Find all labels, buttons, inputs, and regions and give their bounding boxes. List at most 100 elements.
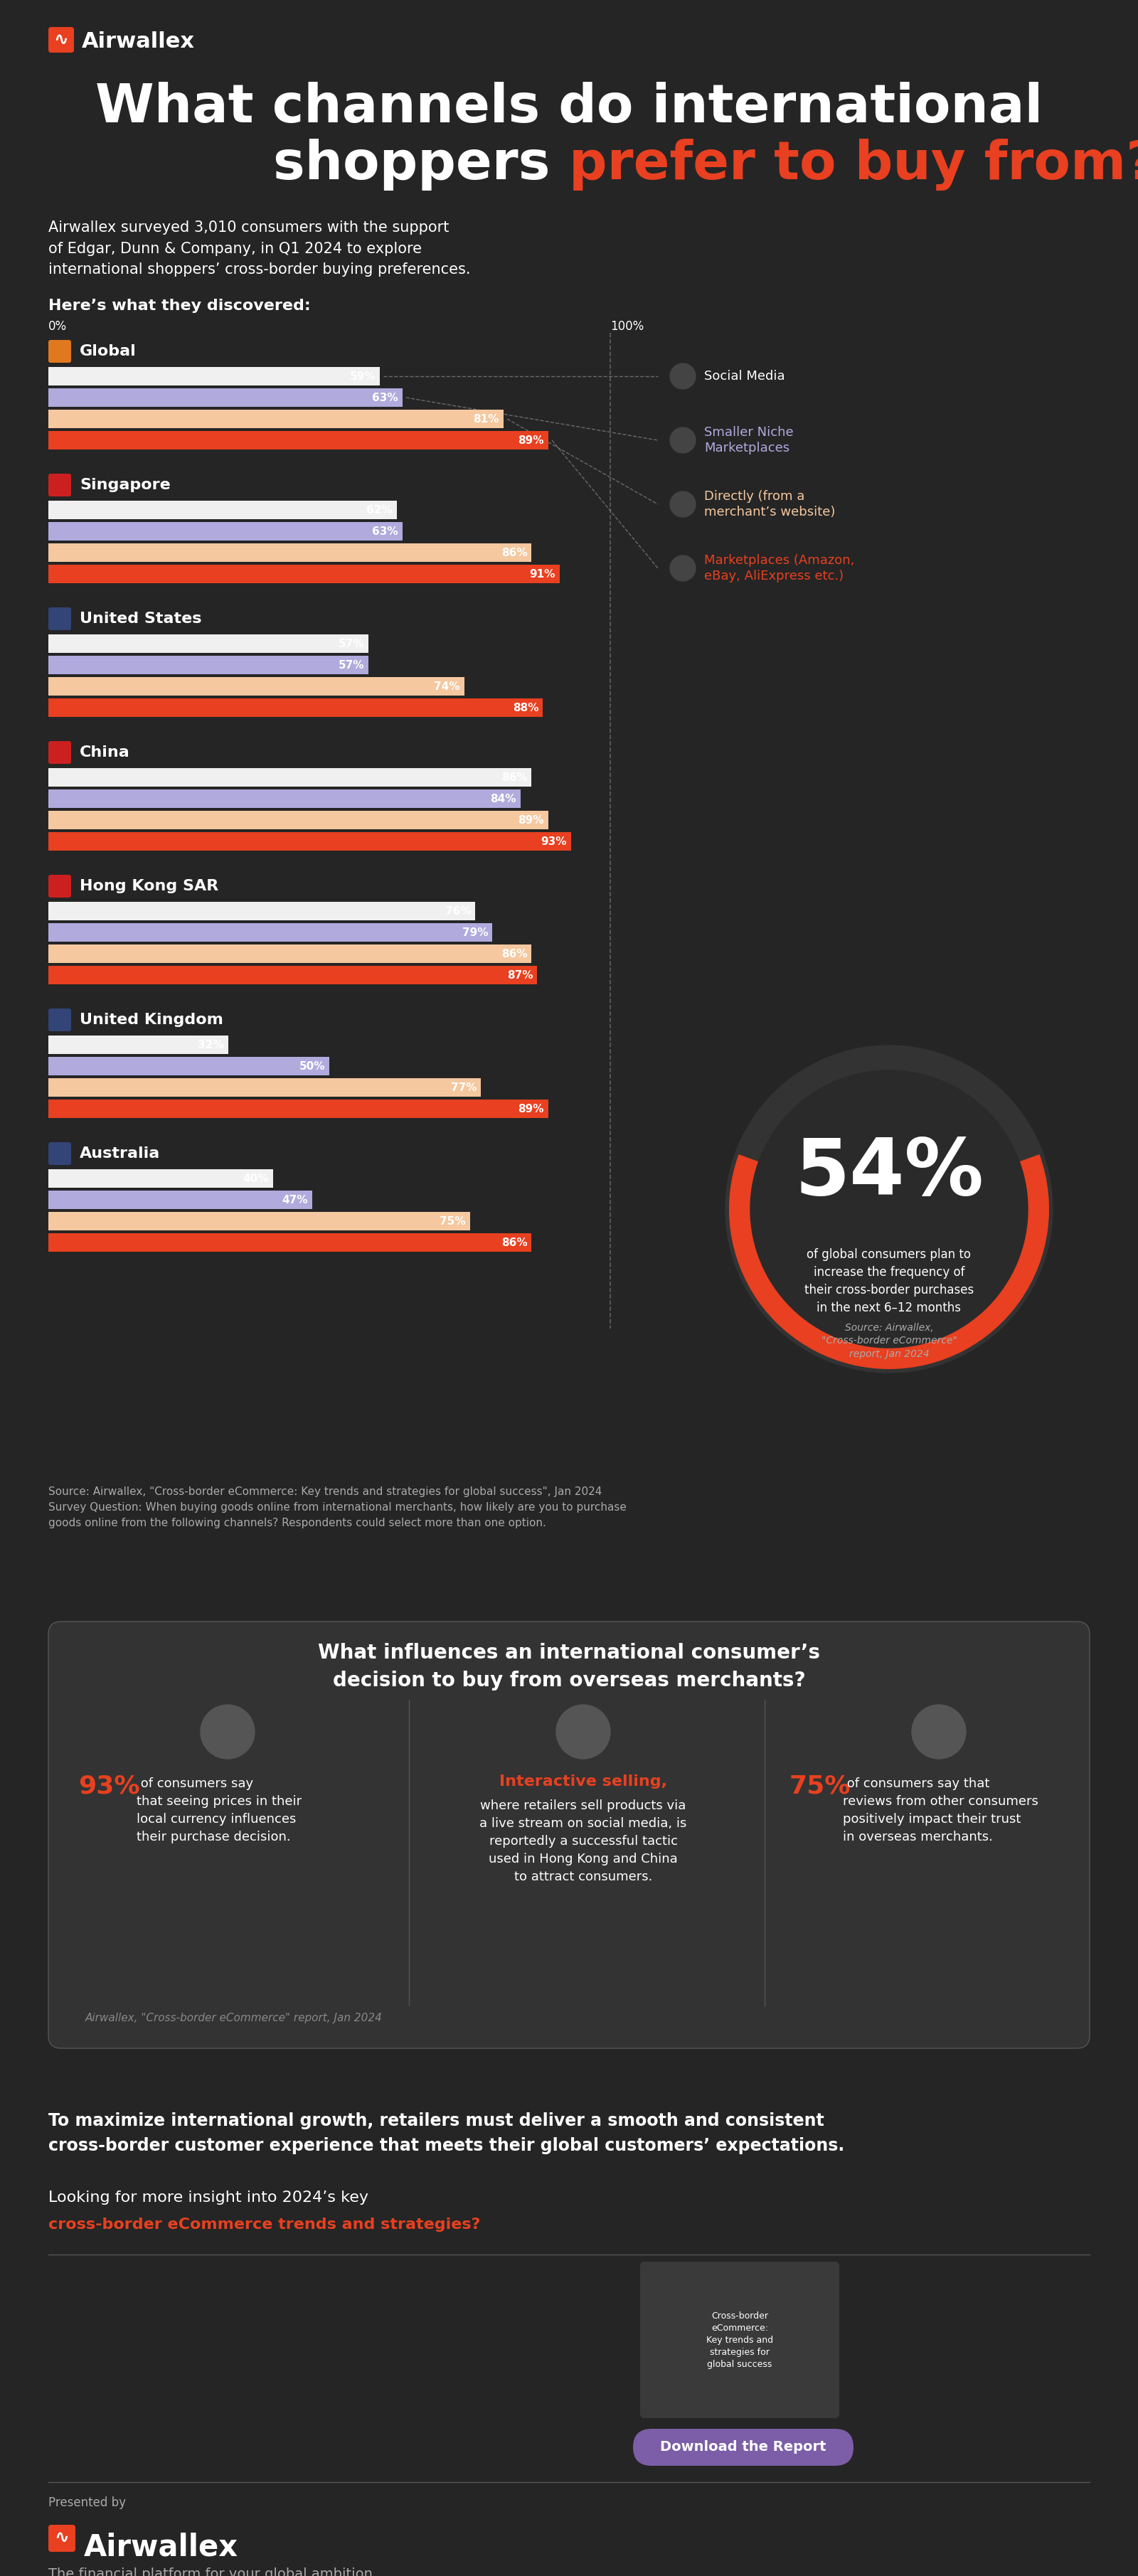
Bar — [48, 1036, 228, 1054]
Text: of consumers say
that seeing prices in their
local currency influences
their pur: of consumers say that seeing prices in t… — [137, 1777, 302, 1844]
Bar — [48, 410, 503, 428]
FancyBboxPatch shape — [48, 1141, 71, 1164]
Text: Airwallex surveyed 3,010 consumers with the support
of Edgar, Dunn & Company, in: Airwallex surveyed 3,010 consumers with … — [48, 222, 470, 276]
Text: 62%: 62% — [366, 505, 393, 515]
Bar — [48, 366, 380, 386]
FancyBboxPatch shape — [48, 26, 74, 52]
Bar — [48, 677, 464, 696]
Text: Marketplaces (Amazon,
eBay, AliExpress etc.): Marketplaces (Amazon, eBay, AliExpress e… — [704, 554, 855, 582]
Bar — [48, 832, 571, 850]
Wedge shape — [729, 1154, 1049, 1368]
Text: shoppers: shoppers — [273, 139, 569, 191]
Bar — [48, 1079, 481, 1097]
Bar — [48, 634, 369, 652]
Text: 75%: 75% — [790, 1775, 851, 1798]
FancyBboxPatch shape — [48, 340, 71, 363]
Text: 84%: 84% — [490, 793, 517, 804]
Text: Source: Airwallex, "Cross-border eCommerce: Key trends and strategies for global: Source: Airwallex, "Cross-border eCommer… — [48, 1486, 627, 1528]
Text: ∿: ∿ — [55, 2530, 69, 2545]
Text: 47%: 47% — [282, 1195, 308, 1206]
Text: 89%: 89% — [518, 814, 544, 824]
Text: 93%: 93% — [79, 1775, 140, 1798]
Text: 0%: 0% — [48, 319, 67, 332]
Text: Airwallex: Airwallex — [84, 2532, 238, 2561]
Circle shape — [670, 556, 695, 582]
Bar — [48, 430, 549, 448]
Text: Interactive selling,: Interactive selling, — [500, 1775, 667, 1788]
Text: 57%: 57% — [338, 639, 364, 649]
Circle shape — [670, 428, 695, 453]
Bar — [48, 564, 560, 582]
Bar — [48, 788, 520, 809]
Circle shape — [556, 1705, 610, 1759]
Text: Smaller Niche
Marketplaces: Smaller Niche Marketplaces — [704, 425, 793, 453]
Text: 74%: 74% — [434, 680, 460, 690]
Text: Source: Airwallex,
"Cross-border eCommerce"
report, Jan 2024: Source: Airwallex, "Cross-border eCommer… — [822, 1324, 957, 1360]
FancyBboxPatch shape — [48, 608, 71, 631]
Bar — [48, 1211, 470, 1231]
Text: 63%: 63% — [372, 526, 398, 536]
Text: 76%: 76% — [445, 907, 471, 917]
Text: The financial platform for your global ambition.: The financial platform for your global a… — [48, 2568, 377, 2576]
Text: China: China — [80, 744, 130, 760]
Text: ∿: ∿ — [53, 31, 68, 49]
Text: Download the Report: Download the Report — [660, 2439, 826, 2455]
Text: 86%: 86% — [501, 1236, 527, 1247]
Text: 81%: 81% — [473, 415, 500, 425]
Bar — [48, 1170, 273, 1188]
Text: Social Media: Social Media — [704, 371, 785, 384]
Text: 54%: 54% — [794, 1136, 983, 1211]
FancyBboxPatch shape — [48, 742, 71, 765]
FancyBboxPatch shape — [640, 2262, 840, 2419]
Text: 86%: 86% — [501, 773, 527, 783]
Text: where retailers sell products via
a live stream on social media, is
reportedly a: where retailers sell products via a live… — [479, 1801, 687, 1883]
Text: 57%: 57% — [338, 659, 364, 670]
Text: Singapore: Singapore — [80, 479, 171, 492]
Text: Directly (from a
merchant’s website): Directly (from a merchant’s website) — [704, 489, 835, 518]
Text: What influences an international consumer’s
decision to buy from overseas mercha: What influences an international consume… — [318, 1643, 820, 1690]
Text: 89%: 89% — [518, 1103, 544, 1113]
FancyBboxPatch shape — [633, 2429, 854, 2465]
Circle shape — [200, 1705, 255, 1759]
Text: 59%: 59% — [349, 371, 376, 381]
Bar — [48, 1056, 329, 1074]
Bar — [48, 657, 369, 675]
Bar — [48, 922, 493, 943]
FancyBboxPatch shape — [48, 1620, 1090, 2048]
Text: United States: United States — [80, 611, 201, 626]
Text: 32%: 32% — [198, 1041, 224, 1051]
FancyBboxPatch shape — [48, 474, 71, 497]
Text: 87%: 87% — [508, 969, 533, 981]
Text: 86%: 86% — [501, 546, 527, 559]
Text: 88%: 88% — [512, 703, 538, 714]
Bar — [48, 1190, 313, 1208]
Text: cross-border eCommerce trends and strategies?: cross-border eCommerce trends and strate… — [48, 2218, 480, 2231]
Text: 100%: 100% — [610, 319, 644, 332]
FancyBboxPatch shape — [48, 876, 71, 896]
Text: Here’s what they discovered:: Here’s what they discovered: — [48, 299, 311, 312]
Text: Cross-border
eCommerce:
Key trends and
strategies for
global success: Cross-border eCommerce: Key trends and s… — [707, 2311, 773, 2370]
Circle shape — [670, 492, 695, 518]
Bar — [48, 523, 403, 541]
Text: of global consumers plan to
increase the frequency of
their cross-border purchas: of global consumers plan to increase the… — [805, 1249, 974, 1314]
Circle shape — [670, 363, 695, 389]
Text: 75%: 75% — [439, 1216, 465, 1226]
Text: of consumers say that
reviews from other consumers
positively impact their trust: of consumers say that reviews from other… — [843, 1777, 1038, 1844]
Circle shape — [726, 1046, 1053, 1373]
Bar — [48, 768, 531, 786]
Bar — [48, 698, 543, 716]
Text: Airwallex: Airwallex — [82, 31, 195, 52]
Bar — [48, 945, 531, 963]
Text: 63%: 63% — [372, 392, 398, 402]
Text: 86%: 86% — [501, 948, 527, 958]
Text: United Kingdom: United Kingdom — [80, 1012, 223, 1028]
Text: prefer to buy from?: prefer to buy from? — [569, 139, 1138, 191]
Bar — [48, 966, 537, 984]
Bar — [48, 544, 531, 562]
Circle shape — [750, 1072, 1028, 1347]
Bar — [48, 389, 403, 407]
Text: 89%: 89% — [518, 435, 544, 446]
Circle shape — [912, 1705, 966, 1759]
FancyBboxPatch shape — [48, 1007, 71, 1030]
Text: Australia: Australia — [80, 1146, 160, 1162]
